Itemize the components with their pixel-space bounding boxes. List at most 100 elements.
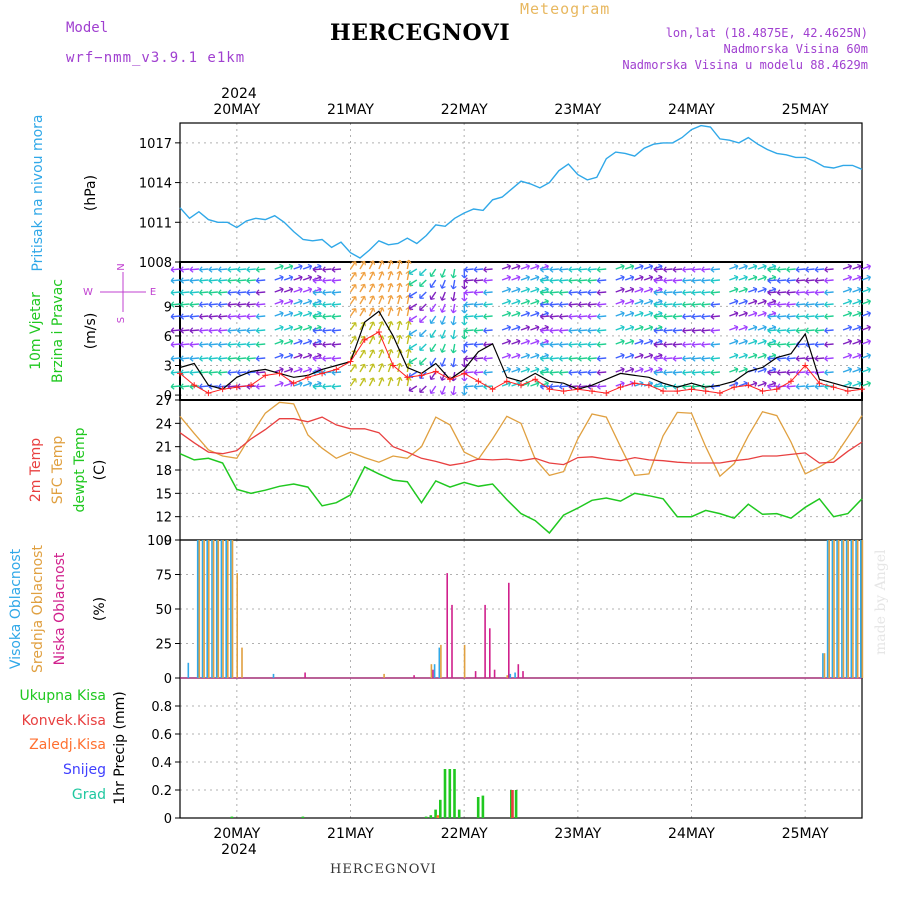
wind-barb-head-97 (199, 292, 203, 296)
wind-barb-774 (408, 371, 418, 378)
wind-barb-1494 (643, 368, 653, 373)
wind-barb-head-733 (405, 306, 410, 311)
wind-barb-head-1708 (701, 386, 706, 390)
wind-barb-765 (408, 329, 418, 336)
wind-barb-210 (237, 268, 247, 271)
wind-barb-690 (397, 260, 401, 270)
wind-barb-114 (199, 371, 209, 374)
wind-barb-head-1387 (620, 286, 625, 290)
wind-barb-head-311 (280, 300, 284, 305)
wind-barb-522 (332, 315, 342, 318)
wind-barb-head-397 (307, 286, 312, 290)
wind-barb-1089 (520, 300, 530, 305)
wind-barb-head-527 (331, 327, 336, 332)
wind-barb-head-244 (246, 280, 251, 284)
wind-barb-head-478 (312, 386, 317, 390)
wind-barb-head-194 (227, 313, 232, 318)
wind-barb-head-889 (452, 349, 457, 354)
wind-barb-1074 (511, 368, 521, 373)
wind-barb-head-2150 (858, 340, 862, 345)
wind-barb-head-1454 (640, 312, 644, 317)
wind-barb-141 (208, 357, 218, 360)
cloud-bar-1-4 (212, 540, 215, 678)
wind-barb-head-268 (246, 386, 251, 390)
wind-barb-head-1034 (508, 312, 512, 317)
wind-barb-head-445 (317, 366, 322, 370)
ytick-label-1-1: 3 (164, 360, 172, 375)
wind-barb-head-271 (255, 269, 260, 273)
wind-barb-453 (313, 279, 323, 282)
wind-barb-head-122 (208, 266, 213, 271)
wind-barb-249 (246, 303, 256, 306)
wind-barb-1482 (643, 312, 653, 317)
wind-barb-head-203 (227, 355, 232, 360)
wind-barb-head-1330 (587, 304, 592, 308)
wind-barb-465 (313, 329, 323, 332)
wind-barb-63 (189, 279, 200, 282)
wind-barb-head-1738 (710, 386, 715, 390)
wind-barb-head-1192 (540, 358, 544, 362)
wind-barb-1761 (729, 354, 739, 359)
wind-barb-1248 (559, 343, 569, 346)
wind-barb-head-118 (199, 386, 203, 390)
wind-barb-head-1078 (516, 380, 521, 384)
wind-barb-1767 (729, 382, 739, 387)
wind-barb-head-2159 (858, 382, 862, 387)
wind-barb-head-235 (236, 372, 241, 376)
wind-barb-head-1399 (620, 338, 625, 342)
wind-barb-head-2179 (866, 338, 871, 342)
wind-barb-1368 (597, 343, 607, 346)
wind-barb-291 (256, 357, 266, 360)
wind-barb-head-610 (369, 295, 374, 298)
wind-barb-head-7 (170, 292, 175, 296)
wind-barb-head-457 (312, 292, 317, 296)
wind-barb-head-1393 (620, 310, 625, 314)
wind-barb-head-1669 (691, 344, 696, 348)
wind-barb-head-910 (464, 309, 468, 314)
wind-barb-1473 (643, 276, 653, 281)
wind-barb-head-325 (279, 366, 284, 370)
ytick-label-3-1: 25 (155, 638, 172, 653)
cloud-bar-2-28 (508, 582, 510, 678)
wind-barb-head-656 (381, 363, 385, 368)
wind-barb-head-1363 (596, 316, 601, 320)
wind-barb-54 (180, 371, 190, 374)
wind-barb-head-1291 (577, 269, 582, 273)
wind-barb-head-1111 (535, 263, 540, 267)
wind-barb-2070 (824, 268, 834, 271)
wind-barb-663 (387, 271, 392, 281)
wind-barb-head-133 (208, 316, 213, 320)
wind-barb-1548 (654, 343, 664, 346)
wind-barb-head-1723 (710, 316, 715, 320)
wind-barb-1200 (549, 268, 559, 271)
wind-barb-825 (430, 329, 437, 338)
wind-barb-411 (302, 354, 312, 359)
precip-bar-0-8 (453, 769, 456, 818)
wind-barb-1533 (654, 279, 664, 282)
wind-barb-1950 (786, 268, 796, 271)
wind-barb-head-458 (312, 289, 317, 294)
wind-barb-head-2102 (849, 265, 853, 270)
wind-barb-head-1066 (516, 324, 521, 328)
wind-barb-head-643 (378, 307, 383, 310)
wind-barb-head-1412 (631, 265, 635, 270)
wind-barb-head-703 (396, 306, 401, 310)
wind-barb-head-352 (288, 352, 293, 356)
wind-barb-head-523 (331, 316, 336, 320)
wind-barb-head-1964 (786, 313, 790, 318)
wind-barb-1095 (520, 326, 530, 331)
wind-barb-1935 (777, 329, 787, 332)
wind-barb-head-1766 (735, 368, 739, 373)
wind-barb-1836 (757, 288, 767, 293)
wind-barb-head-1849 (762, 338, 767, 342)
wind-barb-head-869 (439, 390, 443, 395)
wind-barb-head-371 (299, 300, 303, 305)
wind-barb-head-658 (378, 377, 383, 380)
wind-barb-head-520 (331, 304, 336, 308)
wind-barb-558 (349, 336, 357, 345)
wind-barb-head-551 (355, 296, 357, 301)
wind-barb-head-833 (429, 361, 432, 366)
wind-barb-head-58 (180, 386, 185, 390)
wind-barb-head-2188 (866, 380, 871, 384)
wind-barb-414 (302, 368, 312, 373)
